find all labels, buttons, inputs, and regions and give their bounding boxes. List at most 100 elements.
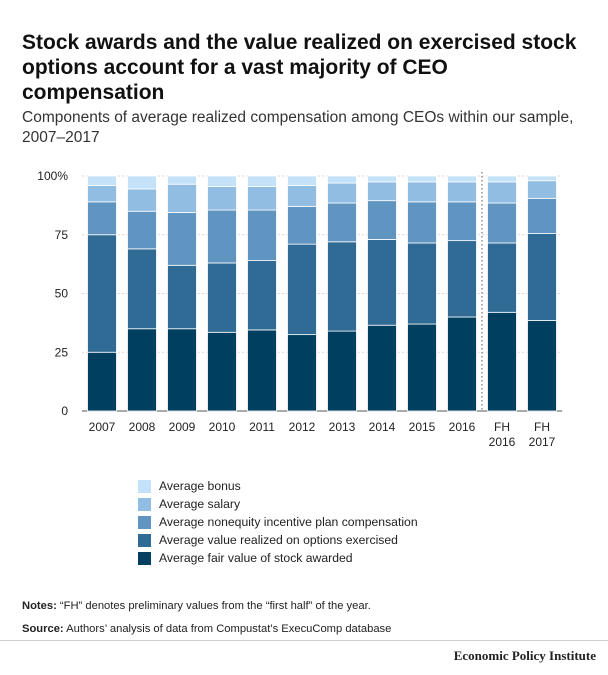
bar-segment bbox=[327, 241, 357, 332]
bar-segment bbox=[287, 184, 317, 207]
y-axis: 0 25 50 75 100% bbox=[37, 169, 68, 418]
bar-segment bbox=[247, 329, 277, 412]
legend-item: Average bonus bbox=[138, 477, 418, 495]
bar-segment bbox=[407, 323, 437, 412]
x-tick-label: FH bbox=[534, 420, 550, 434]
legend: Average bonus Average salary Average noneq… bbox=[138, 477, 418, 567]
x-tick-label: 2016 bbox=[449, 420, 476, 434]
bar-segment bbox=[247, 260, 277, 331]
bar-segment bbox=[127, 175, 157, 190]
bar-segment bbox=[527, 197, 557, 234]
x-tick-label: 2010 bbox=[209, 420, 236, 434]
y-tick-label: 100% bbox=[37, 169, 68, 183]
stacked-bar-chart: 0 25 50 75 100% 2007 2008 2009 2010 2011 2012 2013… bbox=[37, 169, 562, 449]
y-tick-label: 50 bbox=[55, 287, 69, 301]
bar-segment bbox=[127, 328, 157, 412]
notes: Notes: “FH” denotes preliminary values f… bbox=[22, 600, 371, 612]
footer-divider bbox=[0, 640, 608, 641]
bar-segment bbox=[247, 175, 277, 187]
bar-segment bbox=[367, 324, 397, 412]
bar-segment bbox=[407, 242, 437, 325]
bar-segment bbox=[87, 201, 117, 236]
x-tick-label: 2011 bbox=[249, 420, 275, 434]
bar-segment bbox=[207, 209, 237, 264]
bar-segment bbox=[447, 240, 477, 318]
legend-label: Average fair value of stock awarded bbox=[159, 551, 353, 565]
bar-segment bbox=[327, 175, 357, 184]
y-tick-label: 75 bbox=[55, 228, 69, 242]
bar-segment bbox=[447, 316, 477, 412]
legend-swatch bbox=[138, 497, 151, 511]
bar-segment bbox=[287, 175, 317, 186]
legend-item: Average fair value of stock awarded bbox=[138, 549, 418, 567]
bar-segment bbox=[487, 175, 517, 183]
bar-segment bbox=[87, 234, 117, 353]
legend-label: Average bonus bbox=[159, 479, 241, 493]
bar-segment bbox=[207, 331, 237, 412]
x-tick-label: FH bbox=[494, 420, 510, 434]
bar-segment bbox=[127, 210, 157, 250]
bars bbox=[87, 172, 557, 412]
bar-segment bbox=[367, 181, 397, 202]
bar-segment bbox=[207, 175, 237, 187]
bar-segment bbox=[207, 262, 237, 333]
legend-swatch bbox=[138, 479, 151, 493]
bar-segment bbox=[527, 180, 557, 199]
legend-swatch bbox=[138, 533, 151, 547]
bar-segment bbox=[127, 188, 157, 212]
y-tick-label: 0 bbox=[61, 404, 68, 418]
y-tick-label: 25 bbox=[55, 345, 69, 359]
bar-segment bbox=[287, 334, 317, 412]
x-tick-label: 2008 bbox=[129, 420, 156, 434]
legend-item: Average salary bbox=[138, 495, 418, 513]
bar-segment bbox=[487, 202, 517, 244]
bar-segment bbox=[327, 182, 357, 204]
x-tick-label: 2012 bbox=[289, 420, 316, 434]
legend-label: Average salary bbox=[159, 497, 241, 511]
chart-subtitle: Components of average realized compensat… bbox=[22, 109, 574, 146]
bar-segment bbox=[327, 202, 357, 243]
bar-segment bbox=[447, 201, 477, 242]
x-tick-label: 2013 bbox=[329, 420, 356, 434]
bar-segment bbox=[87, 175, 117, 186]
bar-segment bbox=[367, 200, 397, 240]
legend-swatch bbox=[138, 515, 151, 529]
bar-segment bbox=[247, 186, 277, 211]
bar-segment bbox=[407, 175, 437, 183]
bar-segment bbox=[407, 181, 437, 203]
bar-segment bbox=[207, 186, 237, 211]
bar-segment bbox=[167, 183, 197, 213]
bar-segment bbox=[167, 328, 197, 412]
x-tick-label: 2014 bbox=[369, 420, 396, 434]
legend-swatch bbox=[138, 551, 151, 565]
bar-segment bbox=[447, 175, 477, 183]
bar-segment bbox=[367, 239, 397, 326]
source: Source: Authors’ analysis of data from C… bbox=[22, 623, 391, 635]
bar-segment bbox=[487, 181, 517, 204]
x-tick-label: 2009 bbox=[169, 420, 196, 434]
x-tick-label: 2007 bbox=[89, 420, 116, 434]
source-text: Authors’ analysis of data from Compustat… bbox=[63, 623, 392, 635]
legend-item: Average nonequity incentive plan compens… bbox=[138, 513, 418, 531]
x-tick-label: 2017 bbox=[529, 435, 556, 449]
chart-title: Stock awards and the value realized on e… bbox=[22, 31, 577, 104]
legend-label: Average nonequity incentive plan compens… bbox=[159, 515, 418, 529]
bar-segment bbox=[167, 212, 197, 266]
x-tick-label: 2015 bbox=[409, 420, 436, 434]
source-label: Source: bbox=[22, 623, 64, 635]
legend-label: Average value realized on options exerci… bbox=[159, 533, 398, 547]
bar-segment bbox=[487, 311, 517, 412]
bar-segment bbox=[487, 242, 517, 313]
bar-segment bbox=[167, 264, 197, 330]
x-tick-label: 2016 bbox=[489, 435, 516, 449]
bar-segment bbox=[287, 243, 317, 336]
bar-segment bbox=[167, 175, 197, 185]
legend-item: Average value realized on options exerci… bbox=[138, 531, 418, 549]
notes-text: “FH” denotes preliminary values from the… bbox=[56, 600, 371, 612]
bar-segment bbox=[367, 175, 397, 183]
brand-logo: Economic Policy Institute bbox=[453, 648, 596, 663]
bar-segment bbox=[407, 201, 437, 244]
bar-segment bbox=[327, 330, 357, 412]
bar-segment bbox=[127, 248, 157, 330]
x-axis: 2007 2008 2009 2010 2011 2012 2013 2014 2015 2016… bbox=[89, 420, 556, 449]
